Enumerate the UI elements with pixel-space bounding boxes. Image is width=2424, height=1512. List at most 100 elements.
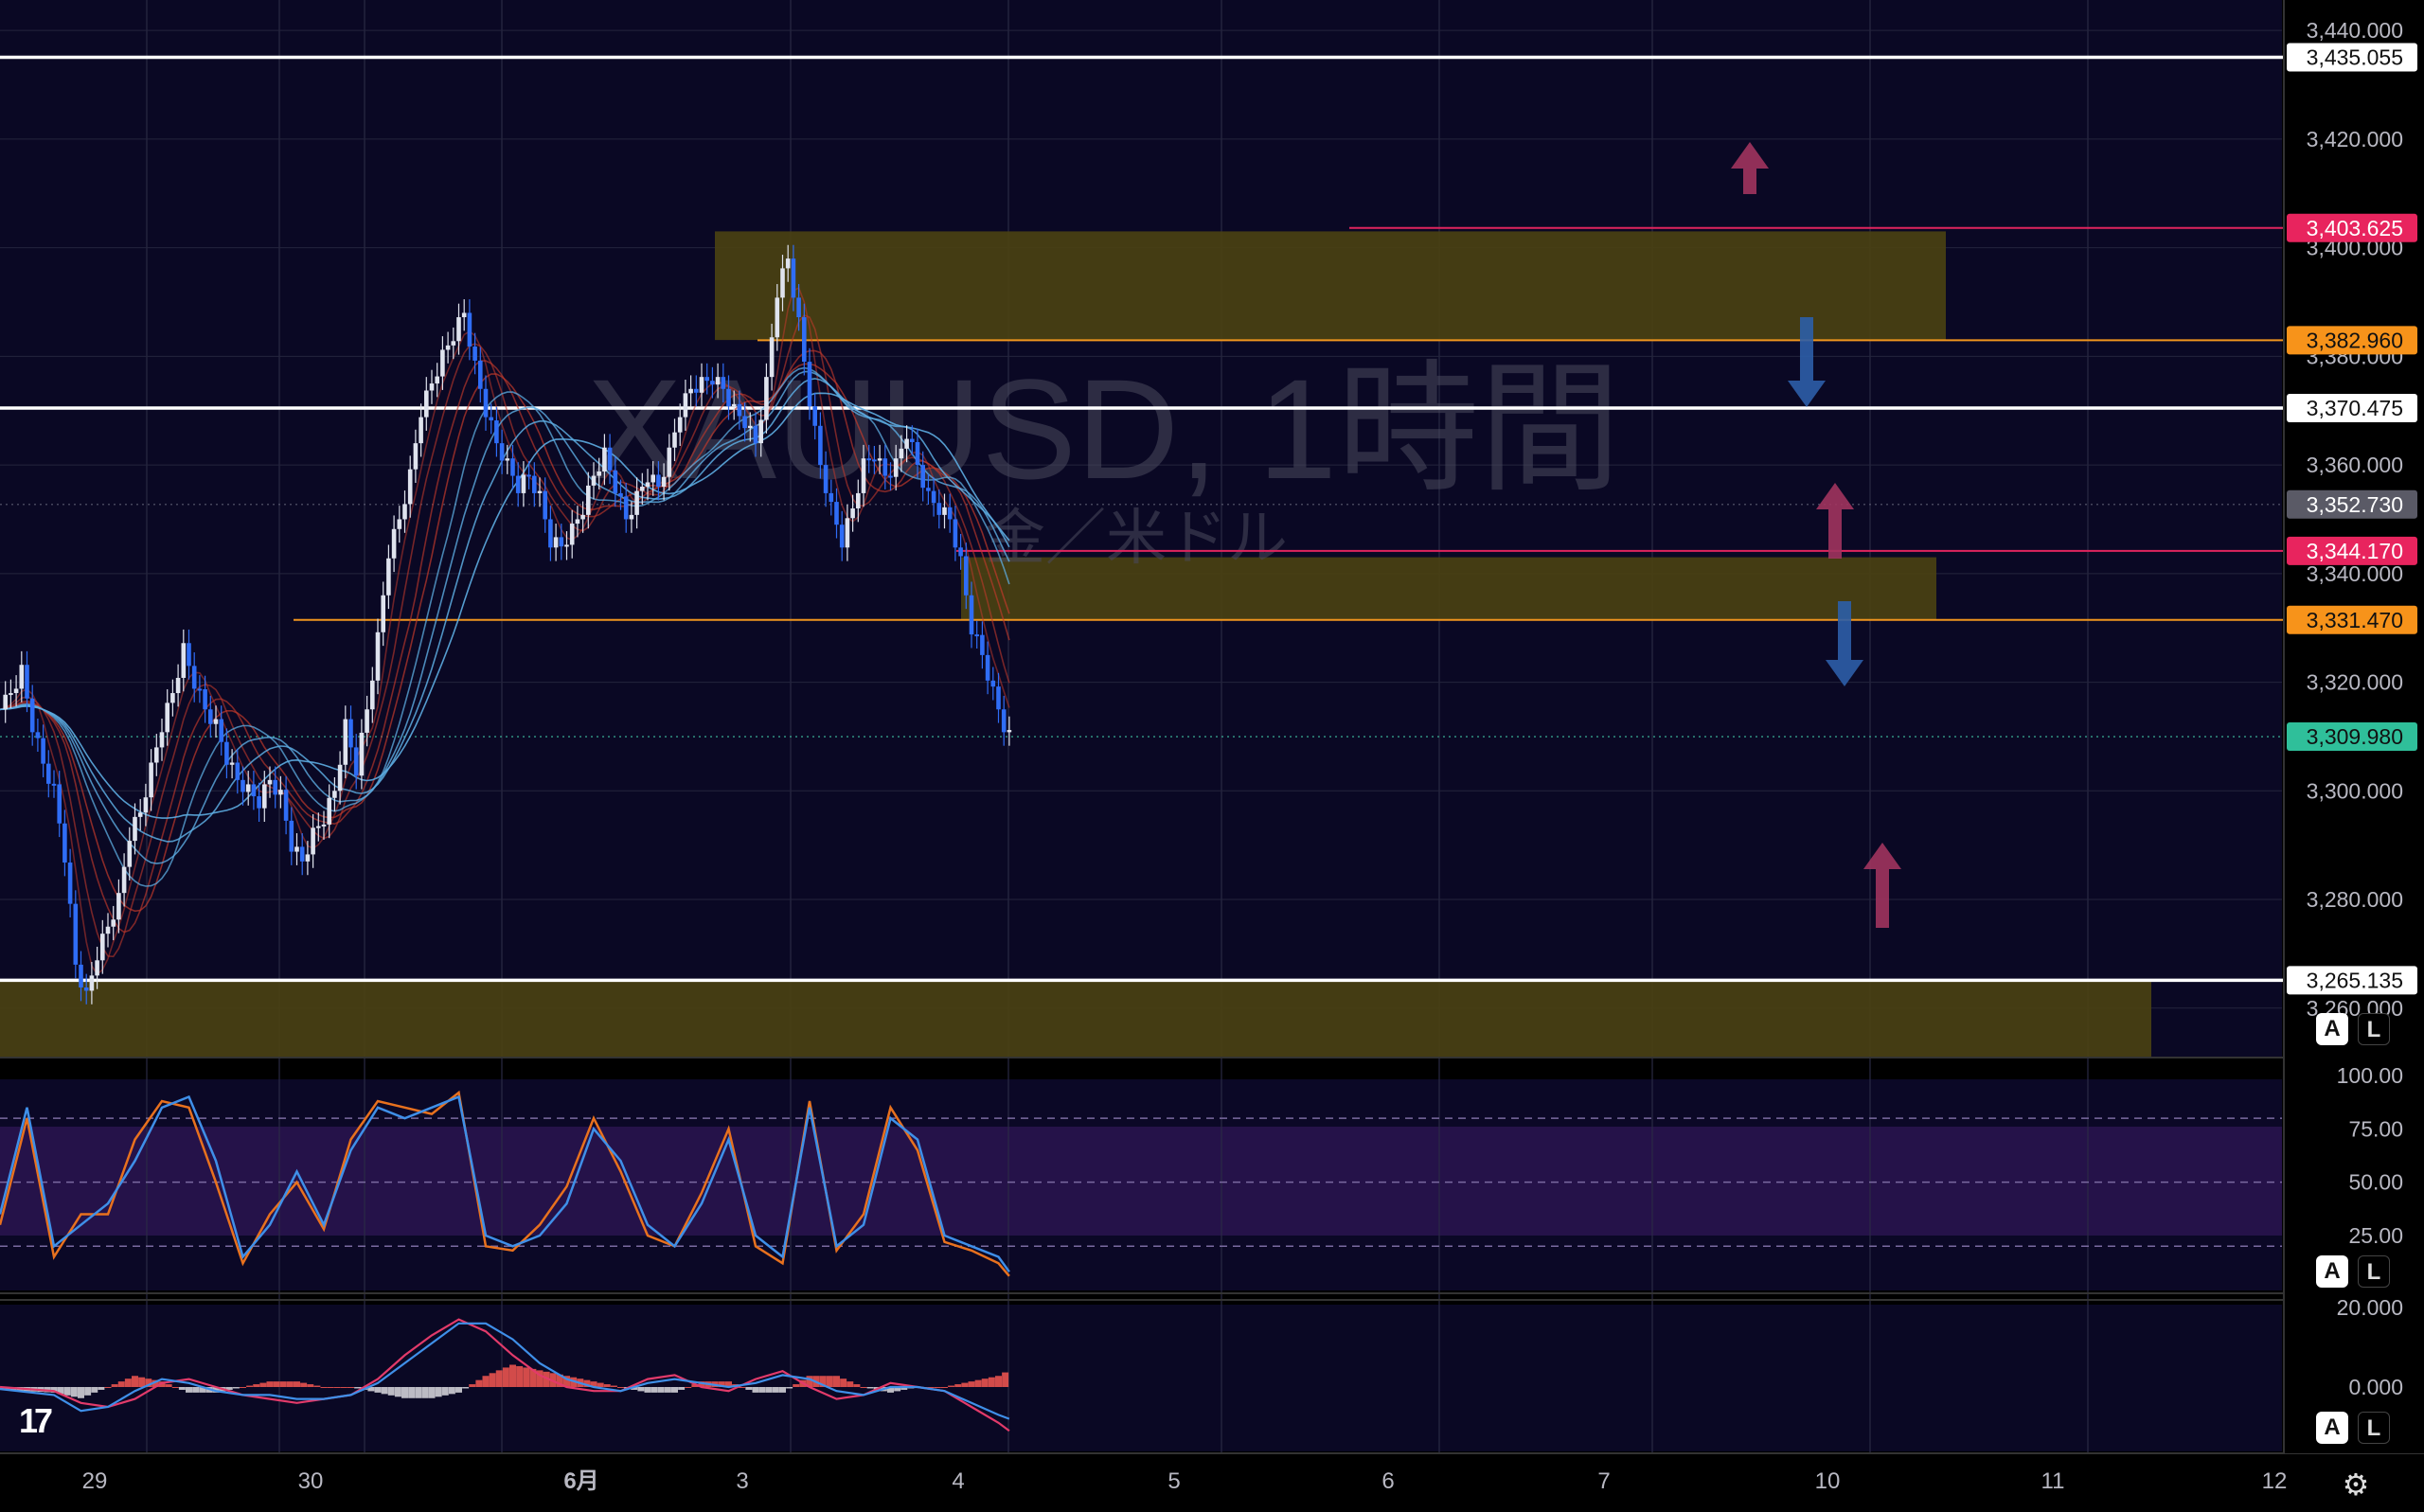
price-level-label-text: 3,382.960 bbox=[2307, 328, 2403, 352]
candle-body bbox=[564, 544, 569, 547]
candle-body bbox=[143, 797, 149, 813]
macd-histogram-bar bbox=[941, 1387, 948, 1388]
log-scale-button[interactable]: L bbox=[2358, 1013, 2390, 1045]
candle-body bbox=[656, 474, 661, 488]
macd-histogram-bar bbox=[786, 1387, 793, 1389]
macd-histogram-bar bbox=[610, 1385, 617, 1387]
candle-body bbox=[137, 812, 143, 817]
candle-body bbox=[29, 698, 35, 733]
price-axis-tick: 3,360.000 bbox=[2307, 453, 2403, 477]
macd-histogram-bar bbox=[441, 1387, 449, 1396]
candle-body bbox=[980, 634, 985, 655]
macd-histogram-bar bbox=[590, 1381, 597, 1387]
candle-body bbox=[370, 680, 375, 710]
candle-body bbox=[435, 376, 439, 384]
macd-histogram-bar bbox=[718, 1381, 725, 1387]
macd-histogram-bar bbox=[954, 1384, 962, 1387]
candle-body bbox=[67, 863, 73, 904]
candle-body bbox=[661, 476, 667, 488]
candle-body bbox=[213, 719, 219, 724]
macd-histogram-bar bbox=[644, 1387, 651, 1393]
macd-histogram-bar bbox=[847, 1381, 854, 1387]
stoch-auto-button[interactable]: A bbox=[2316, 1255, 2348, 1288]
candle-body bbox=[299, 846, 305, 862]
macd-histogram-bar bbox=[111, 1384, 118, 1387]
candle-body bbox=[13, 688, 19, 694]
settings-gear-icon[interactable]: ⚙ bbox=[2342, 1467, 2370, 1503]
candle-body bbox=[958, 547, 963, 557]
candle-body bbox=[791, 258, 796, 298]
macd-histogram-bar bbox=[273, 1381, 280, 1387]
macd-histogram-bar bbox=[758, 1387, 766, 1393]
candle-body bbox=[769, 337, 775, 378]
macd-log-button[interactable]: L bbox=[2358, 1412, 2390, 1444]
macd-histogram-bar bbox=[988, 1377, 995, 1387]
candle-body bbox=[505, 458, 510, 461]
candle-body bbox=[19, 665, 25, 689]
candle-body bbox=[910, 438, 915, 442]
macd-histogram-bar bbox=[199, 1387, 206, 1393]
candle-body bbox=[780, 268, 785, 298]
candle-body bbox=[241, 779, 245, 792]
macd-histogram-bar bbox=[968, 1381, 975, 1387]
macd-histogram-bar bbox=[320, 1387, 328, 1388]
macd-histogram-bar bbox=[860, 1387, 867, 1388]
candle-body bbox=[245, 784, 251, 792]
macd-histogram-bar bbox=[745, 1387, 753, 1390]
candle-body bbox=[543, 490, 547, 520]
macd-histogram-bar bbox=[394, 1387, 401, 1397]
candle-body bbox=[920, 465, 925, 489]
candle-body bbox=[251, 784, 257, 797]
tradingview-logo: 17 bbox=[19, 1401, 53, 1440]
time-axis-label: 10 bbox=[1815, 1468, 1841, 1494]
candle-body bbox=[219, 719, 223, 742]
candle-body bbox=[850, 507, 855, 519]
candle-body bbox=[235, 762, 241, 780]
macd-histogram-bar bbox=[698, 1381, 705, 1387]
support-resistance-zone bbox=[961, 557, 1936, 620]
macd-histogram-bar bbox=[833, 1376, 840, 1387]
candle-body bbox=[553, 537, 559, 548]
macd-histogram-bar bbox=[415, 1387, 422, 1398]
macd-histogram-bar bbox=[300, 1382, 308, 1387]
macd-auto-button[interactable]: A bbox=[2316, 1412, 2348, 1444]
stoch-axis-tick: 50.00 bbox=[2348, 1170, 2403, 1195]
macd-histogram-bar bbox=[448, 1387, 455, 1395]
macd-histogram-bar bbox=[91, 1387, 98, 1393]
candle-body bbox=[893, 458, 899, 477]
candle-body bbox=[165, 703, 169, 733]
stoch-log-button[interactable]: L bbox=[2358, 1255, 2390, 1288]
macd-histogram-bar bbox=[570, 1377, 578, 1387]
macd-histogram-bar bbox=[779, 1387, 786, 1393]
macd-histogram-bar bbox=[556, 1374, 563, 1387]
macd-pane bbox=[0, 1305, 2282, 1451]
macd-histogram-bar bbox=[3, 1387, 10, 1391]
candle-body bbox=[79, 964, 83, 987]
macd-histogram-bar bbox=[529, 1368, 537, 1387]
candle-body bbox=[597, 471, 601, 476]
candle-body bbox=[127, 841, 133, 867]
time-axis-label: 12 bbox=[2262, 1468, 2288, 1494]
ema-ribbon-line bbox=[0, 314, 1010, 958]
candle-body bbox=[548, 519, 553, 548]
candle-body bbox=[985, 654, 990, 681]
macd-histogram-bar bbox=[333, 1387, 341, 1388]
macd-histogram-bar bbox=[462, 1387, 470, 1389]
candle-body bbox=[461, 312, 467, 318]
time-axis-label: 6月 bbox=[563, 1468, 598, 1494]
candle-body bbox=[224, 741, 229, 765]
price-level-label-text: 3,331.470 bbox=[2307, 608, 2403, 632]
candle-body bbox=[257, 796, 261, 809]
macd-histogram-bar bbox=[475, 1379, 483, 1387]
macd-histogram-bar bbox=[138, 1377, 146, 1387]
macd-histogram-bar bbox=[887, 1387, 894, 1393]
auto-scale-button[interactable]: A bbox=[2316, 1013, 2348, 1045]
candle-body bbox=[677, 417, 683, 433]
macd-histogram-bar bbox=[691, 1384, 699, 1387]
macd-histogram-bar bbox=[563, 1376, 570, 1387]
candle-body bbox=[515, 475, 521, 493]
stoch-band bbox=[0, 1127, 2282, 1236]
candle-body bbox=[526, 474, 531, 477]
candle-body bbox=[407, 469, 413, 505]
